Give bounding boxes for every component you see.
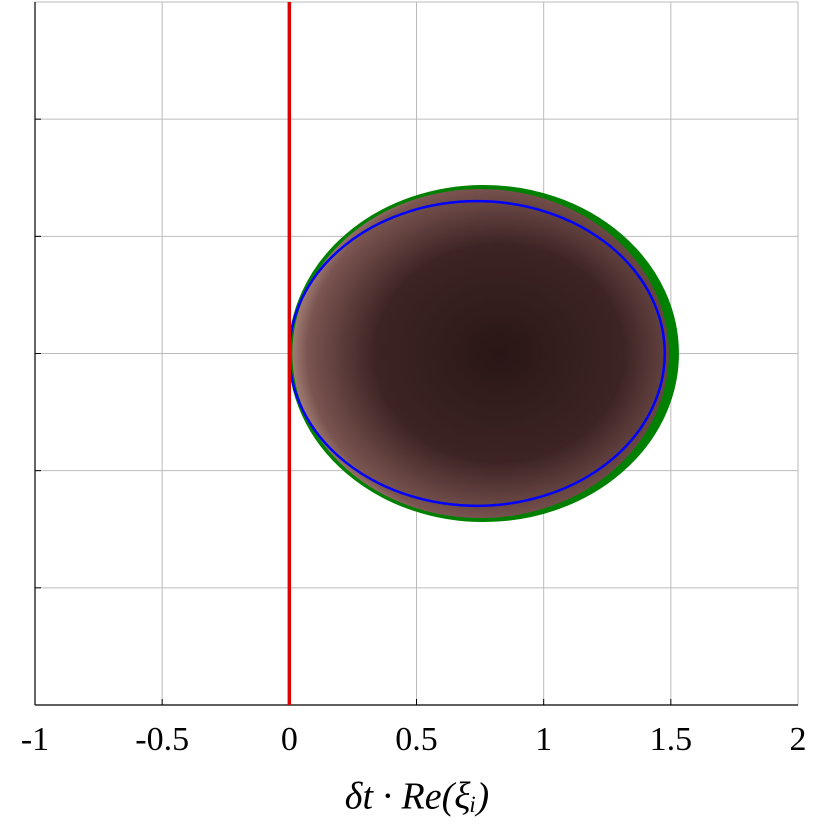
- x-tick-label: 0.5: [395, 721, 438, 758]
- x-tick-label: 1: [535, 721, 552, 758]
- x-tick-label: 1.5: [650, 721, 693, 758]
- x-axis-label: δt · Re(ξᵢ): [345, 776, 489, 818]
- x-tick-label: -0.5: [135, 721, 189, 758]
- x-tick-label: 2: [790, 721, 807, 758]
- x-tick-label: 0: [281, 721, 298, 758]
- shading: [292, 188, 669, 519]
- x-tick-label: -1: [21, 721, 49, 758]
